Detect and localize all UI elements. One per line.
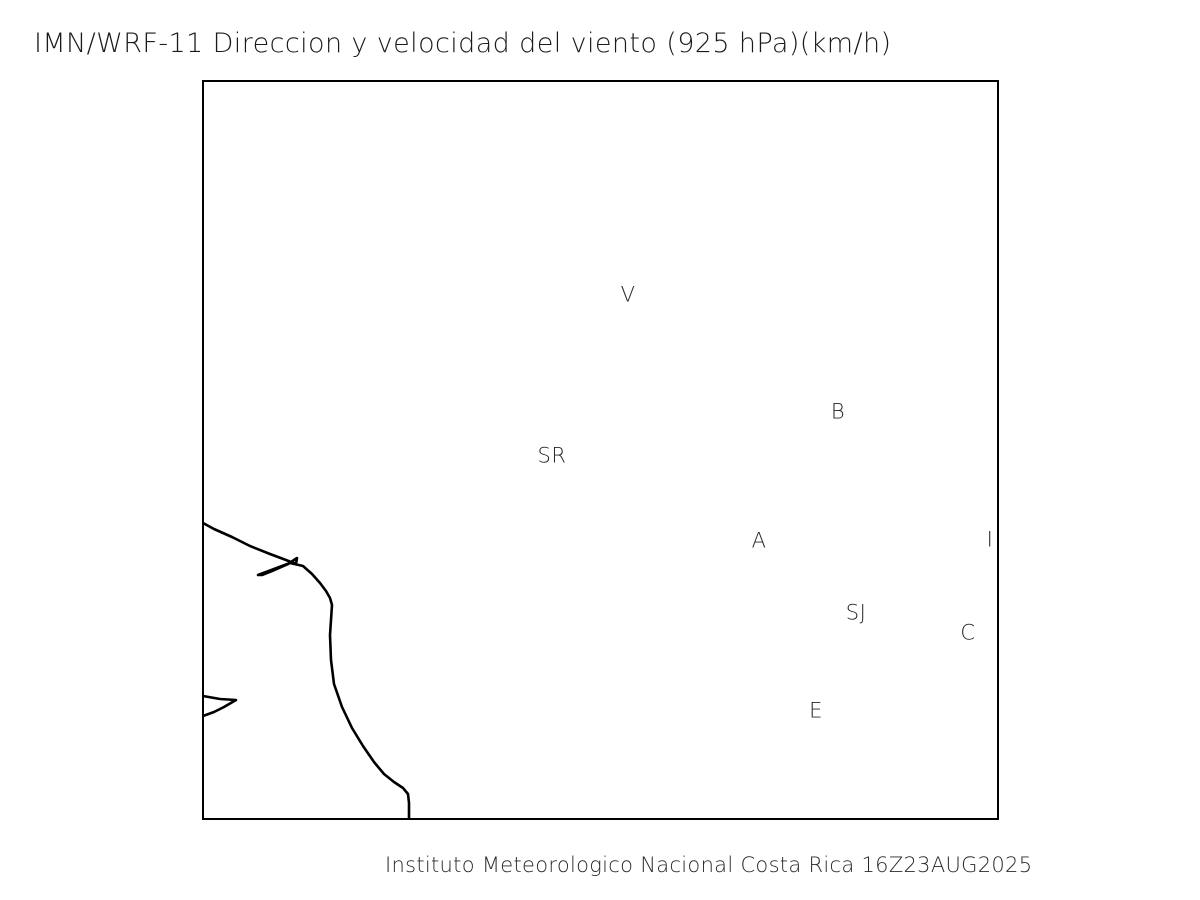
station-label-sr: SR	[537, 443, 567, 468]
station-label-a: A	[751, 528, 767, 553]
station-label-c: C	[960, 620, 976, 645]
coastline-gulf-inlet	[202, 694, 238, 718]
map-plot-frame	[202, 80, 999, 820]
station-label-v: V	[620, 282, 636, 307]
station-label-sj: SJ	[845, 600, 867, 625]
station-label-i: I	[986, 527, 994, 552]
station-label-b: B	[830, 399, 846, 424]
chart-title: IMN/WRF-11 Direccion y velocidad del vie…	[34, 28, 892, 59]
map-geography-layer	[202, 521, 411, 820]
coastline-pacific-main	[202, 521, 411, 820]
chart-footer-attribution: Instituto Meteorologico Nacional Costa R…	[385, 853, 1033, 877]
station-label-e: E	[809, 698, 823, 723]
